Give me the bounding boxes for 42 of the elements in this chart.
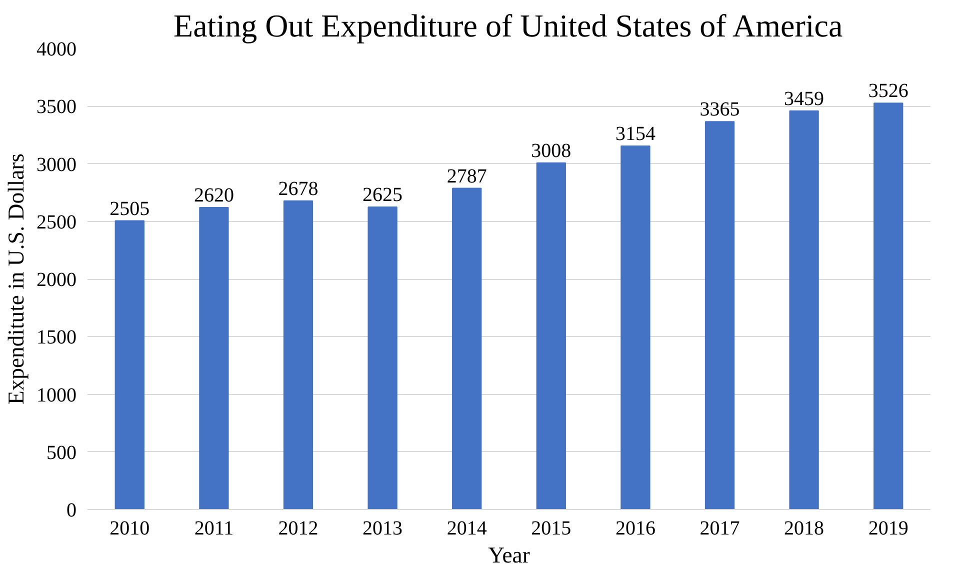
- bar: [452, 188, 482, 510]
- x-tick-label: 2018: [784, 518, 824, 540]
- x-axis-title: Year: [488, 542, 530, 568]
- y-tick-label: 2500: [36, 211, 76, 234]
- x-tick-label: 2017: [700, 518, 740, 540]
- y-tick-label: 0: [66, 500, 76, 522]
- x-tick-label: 2012: [278, 518, 318, 540]
- bar: [789, 110, 819, 510]
- x-tick-label: 2011: [194, 518, 234, 540]
- x-tick-label: 2010: [110, 518, 150, 540]
- y-tick-label: 3000: [36, 154, 76, 176]
- y-tick-label: 1000: [36, 384, 76, 406]
- data-label: 3459: [784, 88, 824, 110]
- y-tick-label: 1500: [36, 326, 76, 349]
- y-tick-label: 2000: [36, 269, 76, 291]
- data-label: 2787: [446, 165, 487, 188]
- data-label: 3365: [700, 98, 740, 121]
- x-tick-label: 2019: [868, 518, 908, 540]
- data-label: 3526: [868, 80, 908, 102]
- y-tick-label: 500: [46, 442, 76, 464]
- x-tick-label: 2013: [362, 518, 403, 540]
- bar: [704, 121, 735, 510]
- bar: [283, 200, 314, 510]
- x-tick-label: 2016: [615, 518, 656, 540]
- chart-title: Eating Out Expenditure of United States of America: [174, 8, 843, 44]
- data-label: 3154: [615, 123, 656, 145]
- bar: [874, 102, 904, 510]
- bar: [620, 146, 650, 510]
- x-tick-label: 2014: [446, 518, 487, 540]
- data-label: 2620: [194, 184, 234, 207]
- data-label: 2678: [278, 178, 318, 200]
- y-axis-title: Expenditute in U.S. Dollars: [4, 153, 28, 405]
- bar: [368, 206, 398, 510]
- data-label: 3008: [531, 140, 572, 162]
- y-tick-label: 3500: [36, 96, 76, 118]
- x-tick-label: 2015: [531, 518, 572, 540]
- bar: [199, 207, 229, 510]
- data-label: 2505: [110, 198, 150, 220]
- y-tick-label: 4000: [36, 38, 76, 60]
- bar: [114, 220, 144, 510]
- bar: [536, 162, 566, 510]
- data-label: 2625: [362, 184, 403, 206]
